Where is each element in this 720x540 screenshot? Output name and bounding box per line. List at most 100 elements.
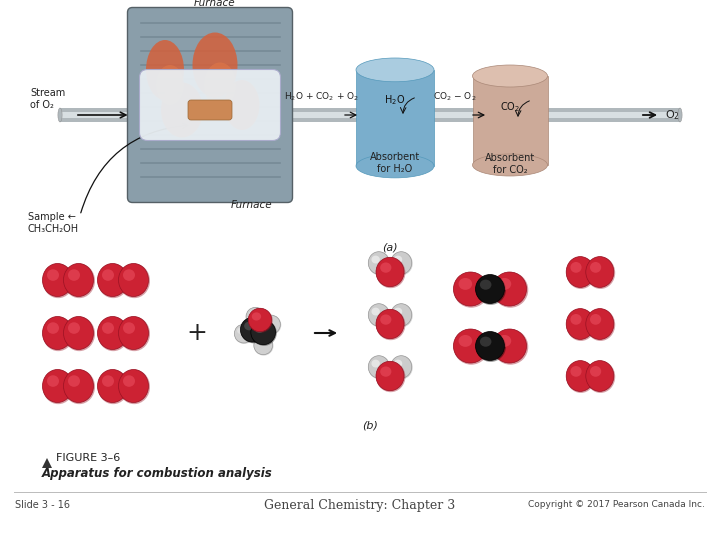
Ellipse shape xyxy=(119,369,148,402)
Ellipse shape xyxy=(376,257,404,287)
FancyBboxPatch shape xyxy=(188,100,232,120)
Ellipse shape xyxy=(566,361,594,392)
Ellipse shape xyxy=(454,272,489,308)
Ellipse shape xyxy=(372,308,380,315)
Ellipse shape xyxy=(97,369,127,402)
Ellipse shape xyxy=(376,361,405,392)
Ellipse shape xyxy=(42,264,73,296)
Ellipse shape xyxy=(68,375,80,387)
Ellipse shape xyxy=(97,369,129,404)
Ellipse shape xyxy=(369,252,390,274)
Ellipse shape xyxy=(394,360,402,367)
Ellipse shape xyxy=(251,320,276,345)
Ellipse shape xyxy=(369,252,390,275)
Ellipse shape xyxy=(586,308,613,340)
Ellipse shape xyxy=(380,314,392,325)
Ellipse shape xyxy=(570,262,582,273)
Ellipse shape xyxy=(249,310,256,317)
Ellipse shape xyxy=(480,336,492,347)
Text: Absorbent
for H₂O: Absorbent for H₂O xyxy=(370,152,420,173)
Ellipse shape xyxy=(376,361,404,391)
Ellipse shape xyxy=(102,269,114,281)
Ellipse shape xyxy=(161,83,203,138)
Ellipse shape xyxy=(264,319,272,325)
Ellipse shape xyxy=(240,318,266,343)
Ellipse shape xyxy=(42,316,73,349)
Ellipse shape xyxy=(63,316,94,349)
Ellipse shape xyxy=(492,329,526,363)
Ellipse shape xyxy=(246,307,265,326)
Text: FIGURE 3–6: FIGURE 3–6 xyxy=(56,453,120,463)
Ellipse shape xyxy=(146,40,184,100)
Ellipse shape xyxy=(380,262,392,273)
Ellipse shape xyxy=(234,324,253,343)
Text: (a): (a) xyxy=(382,243,398,253)
Polygon shape xyxy=(42,458,52,468)
Ellipse shape xyxy=(123,269,135,281)
Ellipse shape xyxy=(97,316,129,351)
Ellipse shape xyxy=(251,320,276,346)
Ellipse shape xyxy=(498,278,511,290)
Ellipse shape xyxy=(480,280,492,290)
Ellipse shape xyxy=(119,264,148,296)
Ellipse shape xyxy=(394,255,402,264)
Ellipse shape xyxy=(454,329,487,363)
Ellipse shape xyxy=(261,315,280,334)
Ellipse shape xyxy=(63,264,95,298)
Ellipse shape xyxy=(459,278,472,290)
Ellipse shape xyxy=(42,369,73,402)
Ellipse shape xyxy=(97,264,129,298)
Ellipse shape xyxy=(58,108,62,122)
Ellipse shape xyxy=(475,332,506,362)
Ellipse shape xyxy=(237,328,245,334)
Text: Absorbent
for CO₂: Absorbent for CO₂ xyxy=(485,153,535,174)
Text: Furnace: Furnace xyxy=(231,199,273,210)
Text: CO$_2$: CO$_2$ xyxy=(500,100,520,114)
Ellipse shape xyxy=(255,325,264,333)
Ellipse shape xyxy=(356,154,434,178)
Ellipse shape xyxy=(63,369,94,402)
Ellipse shape xyxy=(261,315,282,335)
Ellipse shape xyxy=(586,361,615,393)
Ellipse shape xyxy=(566,256,595,289)
Bar xyxy=(472,76,547,165)
Ellipse shape xyxy=(586,361,613,392)
Text: H$_2$O + CO$_2$ + O$_2$: H$_2$O + CO$_2$ + O$_2$ xyxy=(284,91,359,103)
Ellipse shape xyxy=(566,361,595,393)
Ellipse shape xyxy=(566,256,594,287)
Ellipse shape xyxy=(369,356,390,378)
Ellipse shape xyxy=(590,314,601,325)
Ellipse shape xyxy=(380,367,392,377)
Ellipse shape xyxy=(254,336,273,355)
Ellipse shape xyxy=(376,309,405,340)
Ellipse shape xyxy=(119,369,150,404)
Ellipse shape xyxy=(119,316,148,349)
Ellipse shape xyxy=(475,332,505,361)
Ellipse shape xyxy=(47,269,59,281)
FancyBboxPatch shape xyxy=(127,8,292,202)
Ellipse shape xyxy=(356,58,434,82)
Ellipse shape xyxy=(372,255,380,264)
Ellipse shape xyxy=(244,322,254,330)
Text: General Chemistry: Chapter 3: General Chemistry: Chapter 3 xyxy=(264,499,456,512)
Text: Apparatus for combustion analysis: Apparatus for combustion analysis xyxy=(42,467,273,480)
Text: O$_2$: O$_2$ xyxy=(665,108,680,122)
Ellipse shape xyxy=(204,63,236,107)
Ellipse shape xyxy=(246,307,266,327)
Ellipse shape xyxy=(123,375,135,387)
Ellipse shape xyxy=(102,322,114,334)
Text: (b): (b) xyxy=(362,420,378,430)
Ellipse shape xyxy=(42,369,74,404)
Ellipse shape xyxy=(68,322,80,334)
Ellipse shape xyxy=(248,308,273,333)
Ellipse shape xyxy=(192,32,238,98)
Text: H$_2$O: H$_2$O xyxy=(384,93,405,107)
Ellipse shape xyxy=(252,312,261,321)
Ellipse shape xyxy=(123,322,135,334)
Ellipse shape xyxy=(47,322,59,334)
Ellipse shape xyxy=(391,252,413,275)
Ellipse shape xyxy=(256,339,264,346)
Ellipse shape xyxy=(376,257,405,288)
Text: Stream
of O₂: Stream of O₂ xyxy=(30,88,66,110)
Ellipse shape xyxy=(47,375,59,387)
